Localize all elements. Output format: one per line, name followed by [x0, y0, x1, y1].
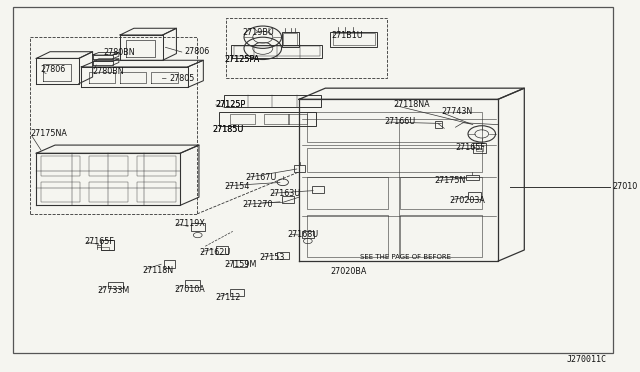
Text: 27162U: 27162U	[199, 248, 230, 257]
Text: 270203A: 270203A	[449, 196, 485, 205]
Text: 27168U: 27168U	[288, 230, 319, 239]
Text: 27112: 27112	[216, 293, 241, 302]
Text: 27165F: 27165F	[456, 143, 485, 152]
Text: SEE THE PAGE OF BEFORE: SEE THE PAGE OF BEFORE	[360, 254, 451, 260]
Text: 271270: 271270	[243, 200, 273, 209]
Bar	[333, 33, 375, 45]
Text: 27125PA: 27125PA	[224, 55, 259, 64]
Bar	[164, 260, 175, 268]
Bar	[301, 231, 314, 238]
Bar	[401, 177, 482, 209]
Text: 27166U: 27166U	[385, 117, 416, 126]
Text: 27159M: 27159M	[224, 260, 257, 269]
Text: 27154: 27154	[224, 182, 250, 190]
Bar	[330, 32, 377, 46]
Text: 27185U: 27185U	[212, 125, 244, 134]
Text: 27163U: 27163U	[269, 189, 300, 198]
Text: 2780BN: 2780BN	[93, 67, 124, 76]
Bar	[312, 186, 324, 193]
Bar	[468, 192, 481, 199]
Bar	[216, 246, 228, 254]
Bar	[234, 46, 320, 56]
Bar	[307, 112, 482, 142]
Bar	[307, 177, 388, 209]
Text: 27118NA: 27118NA	[393, 100, 429, 109]
Bar	[476, 145, 483, 151]
Text: 27165F: 27165F	[84, 237, 115, 246]
Bar	[264, 114, 289, 124]
Bar	[184, 280, 200, 287]
Bar	[230, 289, 244, 296]
Text: 27185U: 27185U	[212, 125, 244, 134]
Text: 27175NA: 27175NA	[30, 129, 67, 138]
Bar	[307, 148, 482, 172]
Text: 27125P: 27125P	[216, 100, 246, 109]
Bar	[137, 182, 176, 202]
Bar	[224, 95, 321, 107]
Bar	[233, 260, 246, 267]
Bar	[435, 121, 442, 128]
Bar	[466, 175, 479, 180]
Text: 27806: 27806	[41, 65, 66, 74]
Bar	[276, 252, 289, 259]
Bar	[282, 196, 294, 203]
Text: J270011C: J270011C	[567, 355, 607, 364]
Text: 2719BU: 2719BU	[243, 28, 275, 37]
Bar	[473, 143, 486, 153]
Bar	[288, 114, 307, 124]
Bar	[101, 240, 114, 250]
Text: 27118N: 27118N	[143, 266, 174, 275]
Text: 27743N: 27743N	[441, 107, 472, 116]
Text: 27805: 27805	[169, 74, 195, 83]
Text: 27175N: 27175N	[435, 176, 466, 185]
Bar	[42, 182, 80, 202]
Text: 27125PA: 27125PA	[224, 55, 259, 64]
Text: 27167U: 27167U	[245, 173, 276, 182]
Bar	[108, 282, 124, 288]
Bar	[42, 156, 80, 176]
Text: 27010: 27010	[612, 182, 637, 191]
Bar	[282, 32, 299, 46]
Text: 271B1U: 271B1U	[332, 31, 364, 40]
Bar	[89, 156, 128, 176]
Bar	[137, 156, 176, 176]
Bar	[191, 223, 205, 231]
Bar	[232, 45, 322, 58]
Text: 27020BA: 27020BA	[330, 267, 367, 276]
Bar	[219, 112, 316, 126]
Text: 27010A: 27010A	[174, 285, 205, 294]
Text: 27733M: 27733M	[97, 286, 129, 295]
Bar	[284, 33, 297, 45]
Text: 27125P: 27125P	[216, 100, 246, 109]
Text: 27806: 27806	[184, 47, 210, 56]
Bar	[230, 114, 255, 124]
Text: 2780BN: 2780BN	[103, 48, 135, 57]
Bar	[307, 215, 388, 257]
Bar	[101, 247, 109, 250]
Bar	[401, 215, 482, 257]
Bar	[89, 182, 128, 202]
Text: 27153: 27153	[260, 253, 285, 262]
Bar	[294, 165, 305, 172]
Text: 27119X: 27119X	[174, 219, 205, 228]
